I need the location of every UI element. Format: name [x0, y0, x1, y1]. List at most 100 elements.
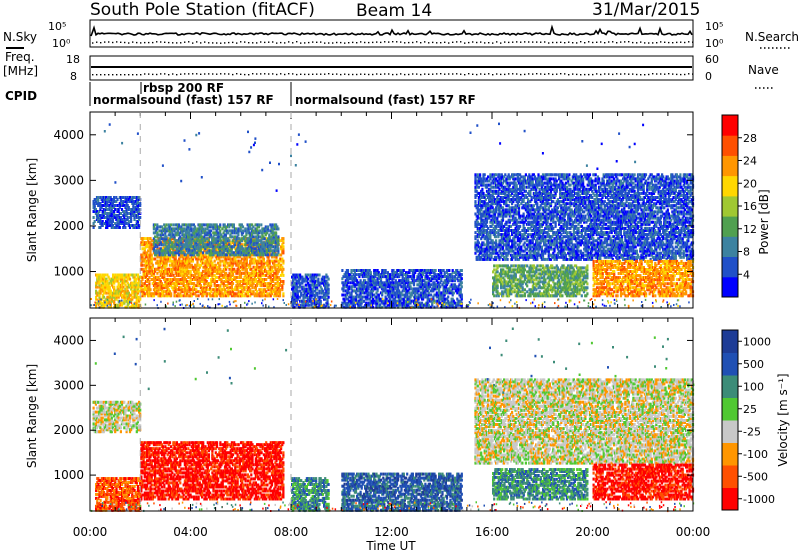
cpid-panel: CPID rbsp 200 RF normalsound (fast) 157 … [5, 81, 476, 107]
nave-dot [608, 73, 609, 74]
noise-search-dot [492, 42, 493, 43]
power-cell [258, 223, 260, 226]
power-cell [277, 227, 279, 230]
power-cell [134, 274, 136, 277]
power-cell [178, 253, 180, 256]
nave-dot [508, 73, 509, 74]
power-cell [360, 279, 362, 282]
power-cell [128, 220, 130, 223]
noise-search-dot [648, 42, 649, 43]
noise-search-dot [516, 41, 517, 42]
nave-dot [284, 74, 285, 75]
noise-search-dot [552, 42, 553, 43]
noise-sky-line [91, 27, 692, 36]
power-cell [194, 225, 196, 228]
power-cell [274, 282, 276, 285]
noise-search-dot [256, 42, 257, 43]
noise-search-dot [116, 41, 117, 42]
noise-search-dot [308, 42, 309, 43]
nave-dot [444, 74, 445, 75]
nave-dot [464, 74, 465, 75]
nave-dot [656, 73, 657, 74]
nave-dot [184, 73, 185, 74]
nave-dot [324, 74, 325, 75]
power-cell [139, 216, 141, 219]
nave-dot [292, 73, 293, 74]
nave-dot [456, 73, 457, 74]
nave-dot [552, 74, 553, 75]
nave-dot [424, 73, 425, 74]
noise-search-dot [176, 42, 177, 43]
noise-search-dot [596, 42, 597, 43]
noise-search-dot [652, 42, 653, 43]
noise-search-dot [456, 41, 457, 42]
noise-search-dot [168, 42, 169, 43]
nave-dot [224, 73, 225, 74]
nave-dot [272, 73, 273, 74]
power-cell [316, 292, 318, 295]
power-cell [187, 270, 189, 273]
power-cell [318, 290, 320, 293]
noise-search-dot [332, 42, 333, 43]
noise-search-dot [588, 41, 589, 42]
power-cell [151, 254, 153, 257]
noise-search-dot [504, 41, 505, 42]
power-cell [259, 235, 261, 238]
power-cell [203, 223, 205, 226]
noise-search-dot [200, 42, 201, 43]
noise-search-dot [164, 42, 165, 43]
power-cell [122, 286, 124, 289]
nave-dot [592, 74, 593, 75]
power-cell [272, 223, 274, 226]
power-cell [192, 266, 194, 269]
noise-search-dot [636, 42, 637, 43]
noise-search-dot [424, 41, 425, 42]
nave-trace [92, 73, 693, 75]
nave-dot [620, 73, 621, 74]
nave-dot [336, 73, 337, 74]
power-cell [238, 290, 240, 293]
power-cell [387, 271, 389, 274]
noise-search-dot [496, 41, 497, 42]
noise-search-dot [396, 41, 397, 42]
power-cell [389, 273, 391, 276]
noise-search-dot [452, 42, 453, 43]
noise-search-dot [488, 42, 489, 43]
nave-dot [320, 74, 321, 75]
power-cell [264, 266, 266, 269]
noise-tick-high-right: 10⁵ [705, 20, 723, 33]
noise-search-dot [664, 42, 665, 43]
power-cell [282, 274, 284, 277]
noise-search-dot [240, 41, 241, 42]
power-cell [219, 229, 221, 232]
power-cell [264, 237, 266, 240]
noise-search-dot [476, 42, 477, 43]
nave-dot [296, 74, 297, 75]
noise-search-dot [348, 42, 349, 43]
noise-search-dot [604, 42, 605, 43]
nave-dot [384, 73, 385, 74]
noise-search-dot [148, 42, 149, 43]
power-cell [210, 233, 212, 236]
nave-dot [600, 74, 601, 75]
power-cell [195, 294, 197, 297]
power-cell [355, 273, 357, 276]
noise-search-dot [676, 42, 677, 43]
cpid-label: CPID [5, 89, 37, 103]
power-cell [268, 241, 270, 244]
noise-search-dot [232, 42, 233, 43]
power-cell [133, 196, 135, 199]
power-cell [126, 222, 128, 225]
power-cell [165, 223, 167, 226]
noise-search-dot [540, 42, 541, 43]
noise-search-dot [184, 42, 185, 43]
power-cell [207, 288, 209, 291]
power-cell [93, 216, 95, 219]
nave-dot [228, 73, 229, 74]
nave-dot [200, 74, 201, 75]
noise-tick-low-right: 10⁰ [705, 37, 724, 50]
power-cell [249, 253, 251, 256]
nave-dot [544, 74, 545, 75]
nave-dot [468, 73, 469, 74]
noise-search-dot [104, 41, 105, 42]
